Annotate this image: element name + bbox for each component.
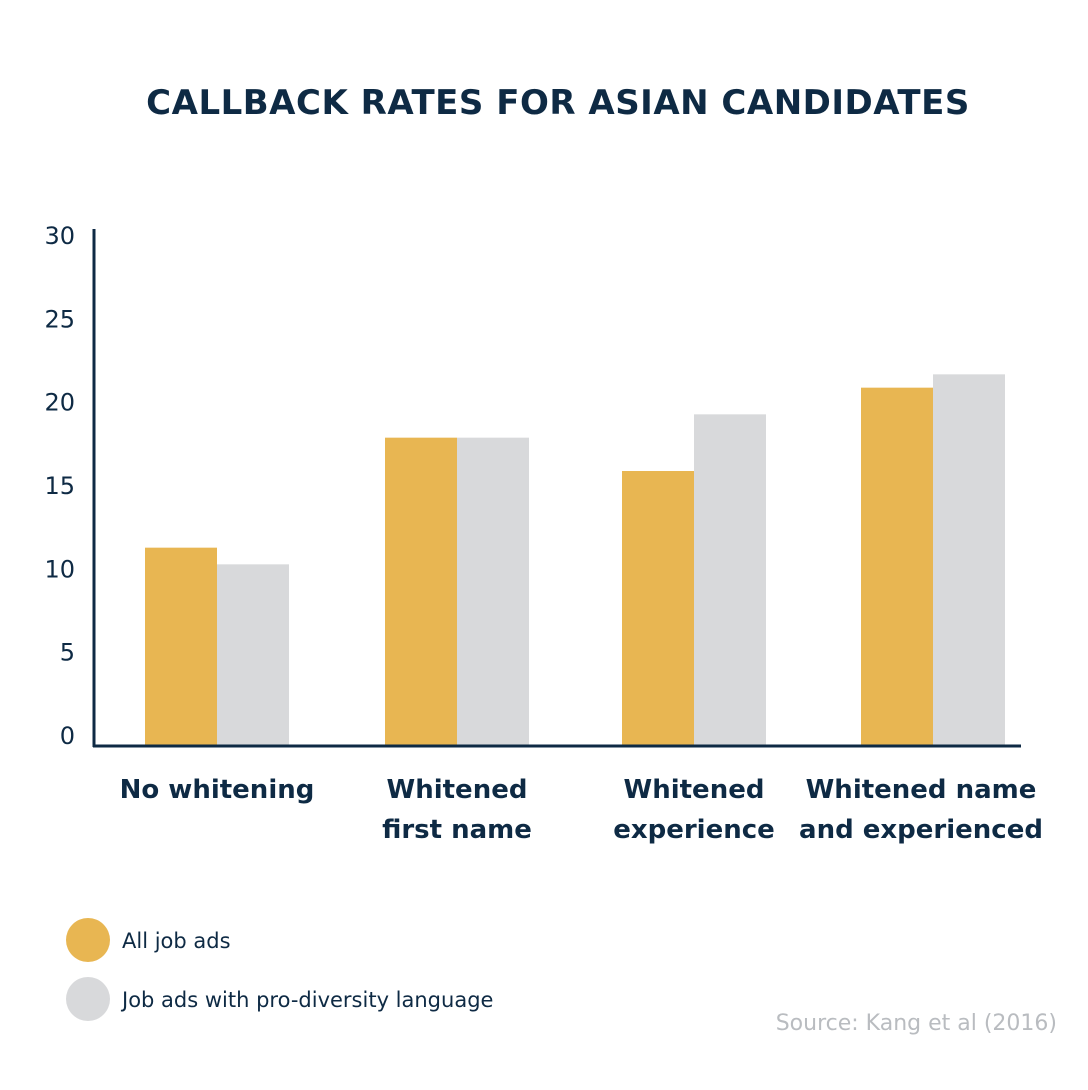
x-category-label: Whitened [387, 775, 528, 805]
x-category-label: and experienced [799, 815, 1043, 845]
y-tick-label: 0 [60, 722, 75, 750]
legend-swatch [66, 918, 110, 962]
x-category-label: experience [613, 815, 775, 845]
bars-group [145, 374, 1005, 746]
x-axis-categories: No whitening Whitened first name Whitened ex… [120, 775, 1043, 845]
legend-label: All job ads [122, 929, 231, 953]
bar-series-2-cat-3 [694, 414, 766, 746]
y-tick-label: 5 [60, 639, 75, 667]
x-category-label: first name [382, 815, 532, 845]
legend: All job ads Job ads with pro-diversity la… [66, 918, 493, 1021]
x-category-label: Whitened name [806, 775, 1037, 805]
bar-series-1-cat-3 [622, 471, 694, 746]
y-tick-label: 15 [44, 472, 75, 500]
y-axis-ticks: 0 5 10 15 20 25 30 [44, 222, 75, 750]
legend-swatch [66, 977, 110, 1021]
legend-label: Job ads with pro-diversity language [120, 988, 493, 1012]
bar-series-1-cat-1 [145, 547, 217, 746]
bar-series-1-cat-2 [385, 437, 457, 746]
y-tick-label: 10 [44, 555, 75, 583]
y-tick-label: 25 [44, 305, 75, 333]
y-tick-label: 30 [44, 222, 75, 250]
bar-series-2-cat-4 [933, 374, 1005, 746]
bar-series-2-cat-2 [457, 437, 529, 746]
x-category-label: Whitened [624, 775, 765, 805]
source-note: Source: Kang et al (2016) [776, 1011, 1057, 1036]
bar-series-1-cat-4 [861, 387, 933, 746]
bar-series-2-cat-1 [217, 564, 289, 746]
x-category-label: No whitening [120, 775, 315, 805]
chart-title: CALLBACK RATES FOR ASIAN CANDIDATES [146, 83, 970, 123]
y-tick-label: 20 [44, 389, 75, 417]
